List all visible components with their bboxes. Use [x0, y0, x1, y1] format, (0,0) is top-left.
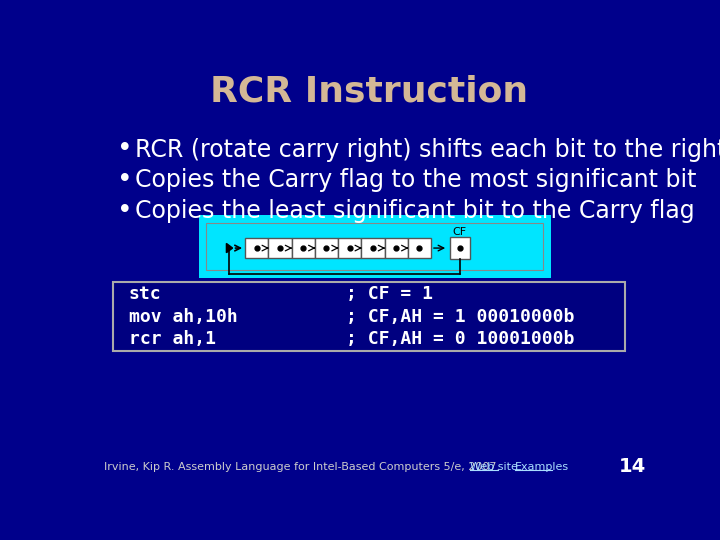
Bar — [199, 215, 551, 278]
Bar — [408, 238, 431, 258]
Text: •: • — [117, 137, 132, 163]
Bar — [315, 238, 338, 258]
Text: Copies the Carry flag to the most significant bit: Copies the Carry flag to the most signif… — [135, 168, 696, 192]
Polygon shape — [226, 244, 233, 253]
Text: 14: 14 — [619, 457, 646, 476]
Bar — [338, 238, 361, 258]
Text: Examples: Examples — [515, 462, 569, 472]
Text: ; CF = 1: ; CF = 1 — [346, 285, 433, 303]
Text: ; CF,AH = 0 10001000b: ; CF,AH = 0 10001000b — [346, 330, 574, 348]
Text: RCR (rotate carry right) shifts each bit to the right: RCR (rotate carry right) shifts each bit… — [135, 138, 720, 161]
Text: ; CF,AH = 1 00010000b: ; CF,AH = 1 00010000b — [346, 308, 574, 326]
Bar — [361, 238, 384, 258]
Bar — [449, 237, 469, 259]
Text: Irvine, Kip R. Assembly Language for Intel-Based Computers 5/e, 2007.: Irvine, Kip R. Assembly Language for Int… — [104, 462, 500, 472]
Text: Copies the least significant bit to the Carry flag: Copies the least significant bit to the … — [135, 199, 695, 223]
Text: Web site: Web site — [469, 462, 518, 472]
Bar — [269, 238, 292, 258]
Text: •: • — [117, 198, 132, 224]
Text: CF: CF — [453, 227, 467, 237]
Bar — [113, 282, 625, 351]
Text: stc: stc — [129, 285, 161, 303]
Text: mov ah,10h: mov ah,10h — [129, 308, 238, 326]
Bar — [245, 238, 269, 258]
Text: RCR Instruction: RCR Instruction — [210, 75, 528, 109]
Text: •: • — [117, 167, 132, 193]
Bar — [384, 238, 408, 258]
Bar — [206, 222, 544, 271]
Text: rcr ah,1: rcr ah,1 — [129, 330, 216, 348]
Bar — [292, 238, 315, 258]
